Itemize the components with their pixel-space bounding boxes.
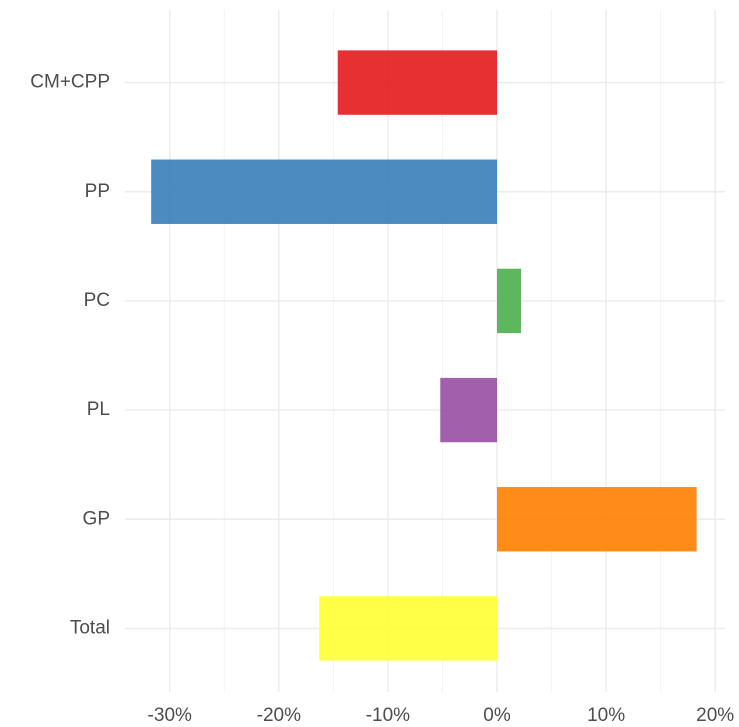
y-tick-label: GP — [83, 508, 110, 529]
x-tick-label: 10% — [587, 705, 625, 726]
x-tick-label: -20% — [257, 705, 301, 726]
bar — [337, 50, 497, 115]
bar — [151, 159, 497, 224]
y-tick-label: PC — [84, 290, 110, 311]
y-tick-label: PL — [87, 399, 110, 420]
x-tick-label: 0% — [483, 705, 511, 726]
bar — [497, 268, 521, 334]
y-tick-label: PP — [85, 181, 110, 202]
bar — [319, 596, 497, 661]
y-tick-label: Total — [70, 617, 110, 638]
bar — [497, 487, 697, 552]
x-tick-label: -30% — [148, 705, 192, 726]
bar — [440, 377, 497, 443]
y-tick-label: CM+CPP — [30, 72, 110, 93]
x-tick-label: -10% — [366, 705, 410, 726]
x-tick-label: 20% — [696, 705, 734, 726]
